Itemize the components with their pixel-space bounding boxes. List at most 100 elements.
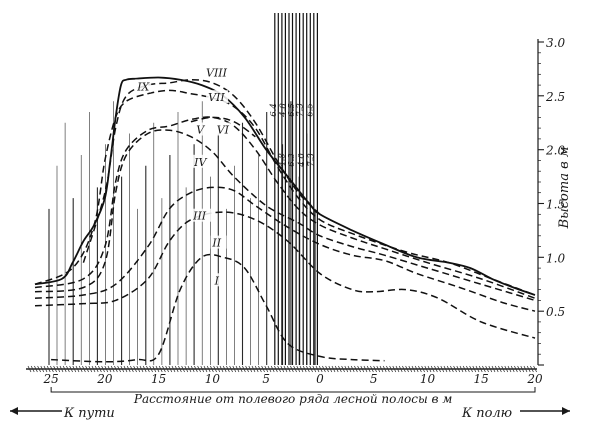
ground-hatch xyxy=(30,365,35,373)
ground-hatch xyxy=(254,365,259,373)
ground-hatch xyxy=(91,365,96,373)
ground-hatch xyxy=(104,365,109,373)
ground-hatch xyxy=(357,365,361,373)
ground-hatch xyxy=(238,365,243,373)
ground-hatch xyxy=(418,365,422,373)
ground-hatch xyxy=(328,365,333,373)
ground-hatch xyxy=(414,365,419,373)
ground-hatch xyxy=(130,365,134,373)
ground-hatch xyxy=(46,365,51,373)
ground-hatch xyxy=(485,365,489,373)
ground-hatch xyxy=(517,365,521,373)
ground-hatch xyxy=(251,365,256,373)
x-tick-label: 20 xyxy=(96,372,113,386)
x-tick-label: 15 xyxy=(151,372,166,386)
ground-hatch xyxy=(270,365,275,373)
ground-hatch xyxy=(392,365,397,373)
tree-trunks-layer xyxy=(48,101,316,365)
ground-hatch xyxy=(37,365,41,373)
series-label-vi: VI xyxy=(217,124,230,137)
ground-hatch xyxy=(318,365,323,373)
belt-label-top: 6.4 xyxy=(269,103,279,117)
belt-label-bottom: 7.3 xyxy=(307,153,317,167)
ground-hatch xyxy=(366,365,371,373)
y-tick-label: 2.0 xyxy=(545,144,565,158)
ground-hatch xyxy=(309,365,313,373)
series-label-vii: VII xyxy=(208,91,225,104)
ground-hatch xyxy=(370,365,374,373)
series-label-bg xyxy=(212,273,223,287)
ground-hatch xyxy=(194,365,198,373)
series-label-ix: IX xyxy=(136,80,150,93)
ground-hatch xyxy=(520,365,525,373)
ground-hatch xyxy=(523,365,528,373)
ground-hatch xyxy=(139,365,144,373)
ground-hatch xyxy=(494,365,499,373)
y-tick-label: 3.0 xyxy=(546,36,565,50)
ground-hatch xyxy=(514,365,518,373)
ground-hatch xyxy=(178,365,182,373)
ground-hatch xyxy=(200,365,205,373)
y-tick-label: 0.5 xyxy=(546,305,565,319)
series-label-i: I xyxy=(214,274,220,287)
ground-hatch xyxy=(56,365,61,373)
ground-hatch xyxy=(427,365,432,373)
ground-hatch xyxy=(376,365,381,373)
ground-hatch xyxy=(469,365,473,373)
ground-hatch xyxy=(299,365,304,373)
ground-hatch xyxy=(72,365,77,373)
ground-hatch xyxy=(235,365,240,373)
ground-hatch xyxy=(290,365,294,373)
ground-hatch xyxy=(203,365,208,373)
series-line-iv xyxy=(34,129,536,302)
ground-hatch xyxy=(277,365,281,373)
ground-hatch xyxy=(302,365,307,373)
series-label-bg xyxy=(204,65,232,79)
ground-hatch xyxy=(82,365,86,373)
ground-hatch xyxy=(107,365,112,373)
ground-hatch xyxy=(110,365,115,373)
ground-hatch xyxy=(395,365,400,373)
ground-hatch xyxy=(363,365,368,373)
ground-hatch xyxy=(462,365,467,373)
ground-hatch xyxy=(286,365,291,373)
ground-hatch xyxy=(149,365,153,373)
ground-hatch xyxy=(491,365,496,373)
direction-left-label: К пути xyxy=(63,406,115,421)
ground-hatch xyxy=(229,365,233,373)
series-label-bg xyxy=(192,154,209,168)
ground-hatch xyxy=(312,365,317,373)
ground-hatch xyxy=(498,365,502,373)
ground-hatch xyxy=(453,365,457,373)
ground-hatch xyxy=(62,365,67,373)
ground-hatch xyxy=(114,365,118,373)
text-layer: 0.5 1.0 1.5 2.0 2.5 3.0 Высота в м 25 20 15 10 5 0 5 1… xyxy=(42,36,572,421)
belt-label-top: 7.3 xyxy=(296,103,306,117)
series-label-iii: III xyxy=(192,210,207,223)
belt-label-top: 6.5 xyxy=(287,103,297,117)
ground-hatch xyxy=(533,365,537,373)
ground-hatch xyxy=(334,365,339,373)
ground-hatch xyxy=(69,365,73,373)
ground-hatch xyxy=(466,365,470,373)
ground-hatch xyxy=(258,365,262,373)
ground-hatch xyxy=(50,365,54,373)
ground-hatch xyxy=(117,365,121,373)
ground-hatch xyxy=(219,365,224,373)
ground-hatch xyxy=(344,365,349,373)
x-dimension-bracket xyxy=(50,387,536,393)
ground-hatch xyxy=(338,365,342,373)
x-tick-label: 25 xyxy=(42,372,58,386)
ground-hatch xyxy=(75,365,80,373)
x-tick-label: 15 xyxy=(474,372,489,386)
belt-label-bottom: 4.8 xyxy=(278,153,288,168)
ground-hatch xyxy=(232,365,237,373)
series-line-ii xyxy=(34,211,536,339)
series-layer xyxy=(34,76,536,363)
ground-hatch xyxy=(306,365,310,373)
y-tick-label: 1.5 xyxy=(546,198,565,212)
ground-hatch xyxy=(126,365,131,373)
belt-label-bottom: 6.3 xyxy=(287,153,297,167)
ground-hatch xyxy=(526,365,531,373)
